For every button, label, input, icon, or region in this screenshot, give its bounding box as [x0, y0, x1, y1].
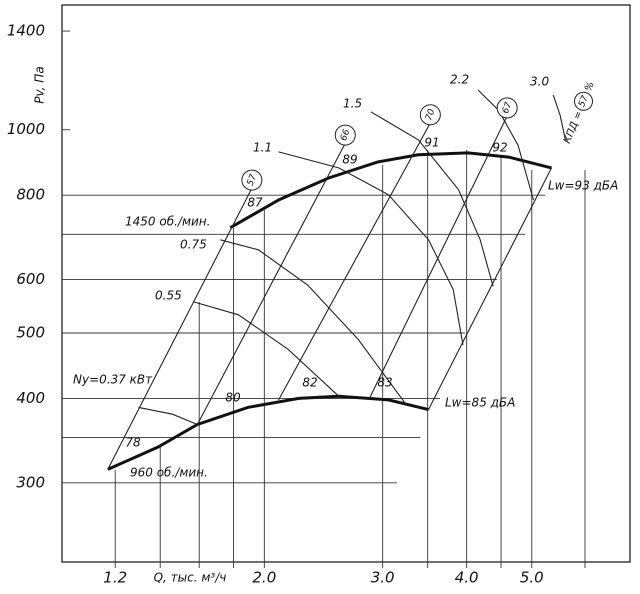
- power-curve: [220, 239, 407, 405]
- boundary-line: [428, 167, 552, 410]
- x-tick-label: 4.0: [455, 569, 479, 587]
- efficiency-high: 87: [247, 196, 263, 210]
- kpd-circle: [573, 91, 593, 111]
- y-tick-label: 800: [16, 186, 45, 204]
- x-tick-label: 3.0: [371, 569, 395, 587]
- efficiency-high: 91: [424, 136, 439, 150]
- kpd-circle: [419, 104, 441, 126]
- kpd-value: 57: [246, 173, 259, 187]
- power-label: Ny=0.37 кВт: [73, 373, 153, 387]
- power-curve: [477, 89, 535, 201]
- x-axis-label: Q, тыс. м³/ч: [154, 571, 227, 585]
- power-label: 1.1: [253, 141, 272, 155]
- y-axis-label: Pv, Па: [33, 66, 47, 103]
- y-tick-label: 500: [16, 323, 45, 341]
- kpd-value: 66: [339, 128, 352, 142]
- power-curve: [193, 301, 340, 397]
- kpd-value: 67: [501, 101, 514, 115]
- efficiency-low: 82: [302, 376, 317, 390]
- kpd-value: 57: [577, 94, 591, 109]
- speed-label: 960 об./мин.: [130, 466, 208, 480]
- power-curve: [278, 151, 464, 346]
- efficiency-high: 92: [492, 141, 507, 155]
- power-curve: [138, 406, 198, 426]
- efficiency-line: [196, 144, 345, 425]
- power-label: 1.5: [343, 97, 362, 111]
- kpd-value: 70: [424, 108, 437, 122]
- plot-frame: [61, 4, 631, 563]
- x-tick-label: 1.2: [103, 569, 127, 587]
- kpd-circle: [334, 124, 356, 146]
- power-curve: [370, 111, 494, 287]
- kpd-circle: [496, 97, 518, 119]
- power-label: 0.75: [180, 238, 207, 252]
- efficiency-low: 83: [377, 376, 392, 390]
- efficiency-low: 78: [125, 436, 141, 450]
- x-tick-label: 5.0: [520, 569, 544, 587]
- kpd-prefix: КПД =: [562, 110, 585, 146]
- kpd-circle: [241, 169, 263, 191]
- y-tick-label: 600: [16, 270, 45, 288]
- power-label: 0.55: [155, 289, 182, 303]
- y-tick-label: 300: [16, 473, 45, 491]
- power-curve: [552, 94, 566, 141]
- efficiency-line: [368, 117, 507, 401]
- efficiency-high: 89: [342, 153, 357, 167]
- x-tick-label: 2.0: [252, 569, 276, 587]
- efficiency-line: [107, 189, 252, 470]
- speed-curve: [229, 151, 552, 230]
- speed-curve: [107, 394, 429, 471]
- kpd-suffix: %: [583, 80, 597, 93]
- power-label: 3.0: [530, 75, 549, 89]
- efficiency-line: [278, 124, 430, 401]
- efficiency-low: 80: [225, 391, 241, 405]
- y-tick-label: 1000: [7, 120, 45, 138]
- speed-label: 1450 об./мин.: [125, 215, 210, 229]
- y-tick-label: 400: [16, 389, 45, 407]
- power-label: 2.2: [450, 73, 469, 87]
- noise-label: Lw=93 дБА: [548, 179, 618, 193]
- noise-label: Lw=85 дБА: [445, 396, 515, 410]
- y-tick-label: 1400: [7, 22, 45, 40]
